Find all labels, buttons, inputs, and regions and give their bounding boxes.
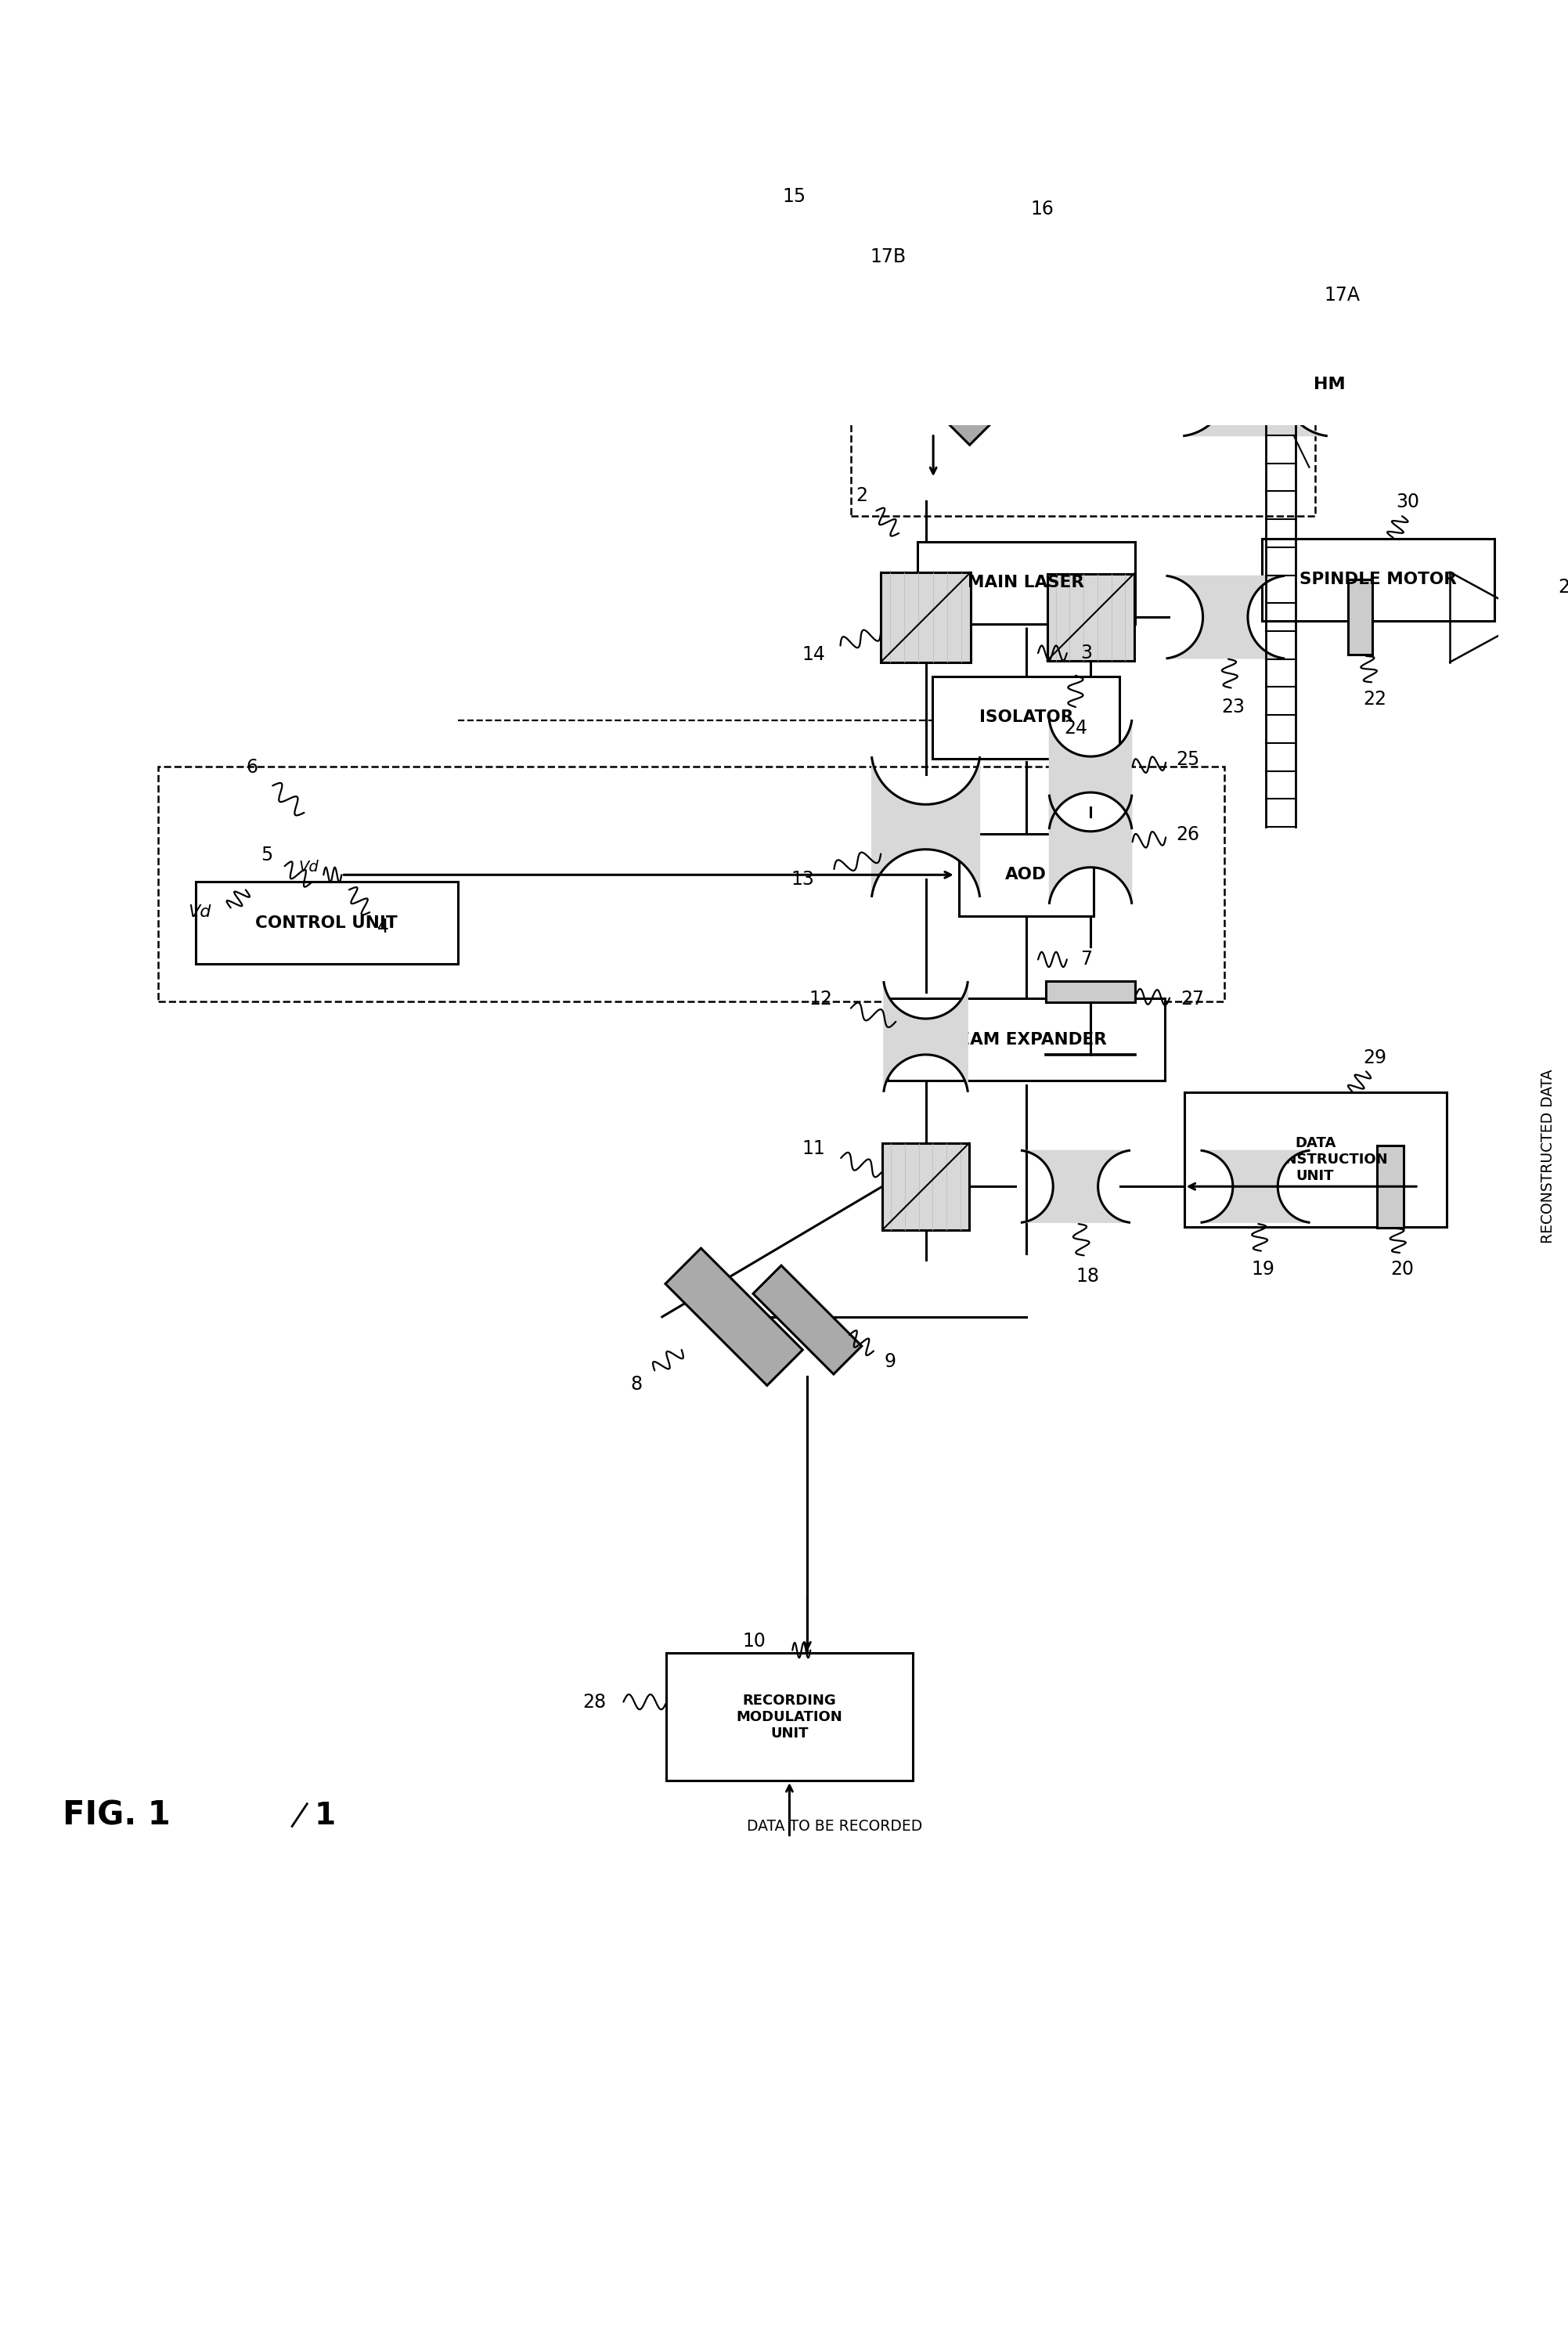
- Text: RECONSTRUCTED DATA: RECONSTRUCTED DATA: [1541, 1069, 1555, 1243]
- Polygon shape: [1201, 1151, 1309, 1221]
- Text: DATA TO BE RECORDED: DATA TO BE RECORDED: [746, 1818, 922, 1835]
- Text: SPINDLE MOTOR: SPINDLE MOTOR: [1300, 571, 1457, 587]
- Polygon shape: [665, 1247, 803, 1386]
- Text: 5: 5: [260, 846, 273, 864]
- Text: 17A: 17A: [1325, 287, 1359, 305]
- Text: 21: 21: [1559, 578, 1568, 597]
- Text: 24: 24: [1063, 719, 1087, 738]
- Text: 9: 9: [884, 1353, 895, 1372]
- Bar: [851, 223, 1316, 517]
- Text: 26: 26: [1176, 824, 1200, 843]
- Text: 25: 25: [1176, 749, 1200, 768]
- Text: 14: 14: [801, 646, 825, 665]
- Text: 16: 16: [1030, 200, 1054, 218]
- Polygon shape: [1167, 576, 1284, 658]
- Text: ISOLATOR: ISOLATOR: [978, 709, 1073, 726]
- Text: 19: 19: [1251, 1259, 1275, 1278]
- Text: CONTROL UNIT: CONTROL UNIT: [256, 916, 398, 930]
- Text: 30: 30: [1397, 493, 1421, 512]
- Polygon shape: [1022, 1151, 1129, 1221]
- Text: 12: 12: [809, 989, 833, 1008]
- Bar: [958, 834, 1093, 916]
- Bar: [883, 1144, 969, 1231]
- Bar: [1262, 538, 1494, 620]
- Text: AOD: AOD: [1005, 867, 1047, 883]
- Polygon shape: [1049, 721, 1132, 829]
- Text: HM: HM: [1314, 376, 1345, 392]
- Text: 3: 3: [1080, 644, 1091, 662]
- Bar: [1047, 573, 1134, 660]
- Text: 27: 27: [1181, 989, 1204, 1008]
- Polygon shape: [1049, 796, 1132, 902]
- Polygon shape: [753, 1266, 862, 1374]
- Bar: [887, 998, 1165, 1081]
- Text: DATA
RECONSTRUCTION
UNIT: DATA RECONSTRUCTION UNIT: [1242, 1137, 1388, 1184]
- Text: 15: 15: [782, 188, 806, 207]
- Text: RECORDING
MODULATION
UNIT: RECORDING MODULATION UNIT: [737, 1694, 842, 1741]
- Polygon shape: [1184, 334, 1327, 437]
- Text: 8: 8: [630, 1374, 643, 1393]
- Text: 22: 22: [1364, 691, 1386, 709]
- Bar: [1184, 1092, 1446, 1226]
- Text: 6: 6: [246, 759, 257, 778]
- Text: Vd: Vd: [299, 860, 318, 874]
- Text: 4: 4: [378, 918, 389, 937]
- Text: 11: 11: [801, 1139, 825, 1158]
- Text: 2: 2: [856, 486, 867, 505]
- Bar: [917, 543, 1135, 625]
- Text: 17B: 17B: [870, 247, 906, 265]
- Bar: [196, 881, 458, 963]
- Bar: [158, 766, 1225, 1001]
- Text: Vd: Vd: [188, 904, 210, 921]
- Polygon shape: [884, 982, 967, 1090]
- Text: 1: 1: [315, 1802, 336, 1830]
- Text: 10: 10: [742, 1633, 765, 1651]
- Text: 20: 20: [1391, 1259, 1414, 1278]
- Bar: [1377, 1146, 1403, 1229]
- Text: 18: 18: [1076, 1266, 1099, 1285]
- Text: 7: 7: [1080, 949, 1091, 968]
- Text: MAIN LASER: MAIN LASER: [967, 576, 1085, 590]
- Text: 23: 23: [1221, 698, 1245, 716]
- Polygon shape: [881, 324, 1000, 444]
- Text: 28: 28: [583, 1694, 607, 1712]
- Bar: [1046, 982, 1135, 1003]
- Text: 13: 13: [792, 869, 815, 888]
- Text: 29: 29: [1364, 1048, 1386, 1066]
- Bar: [933, 677, 1120, 759]
- Text: BEAM EXPANDER: BEAM EXPANDER: [946, 1031, 1107, 1048]
- Text: FIG. 1: FIG. 1: [63, 1799, 171, 1832]
- Bar: [666, 1654, 913, 1781]
- Bar: [881, 573, 971, 662]
- Polygon shape: [872, 759, 980, 895]
- Bar: [1348, 580, 1372, 655]
